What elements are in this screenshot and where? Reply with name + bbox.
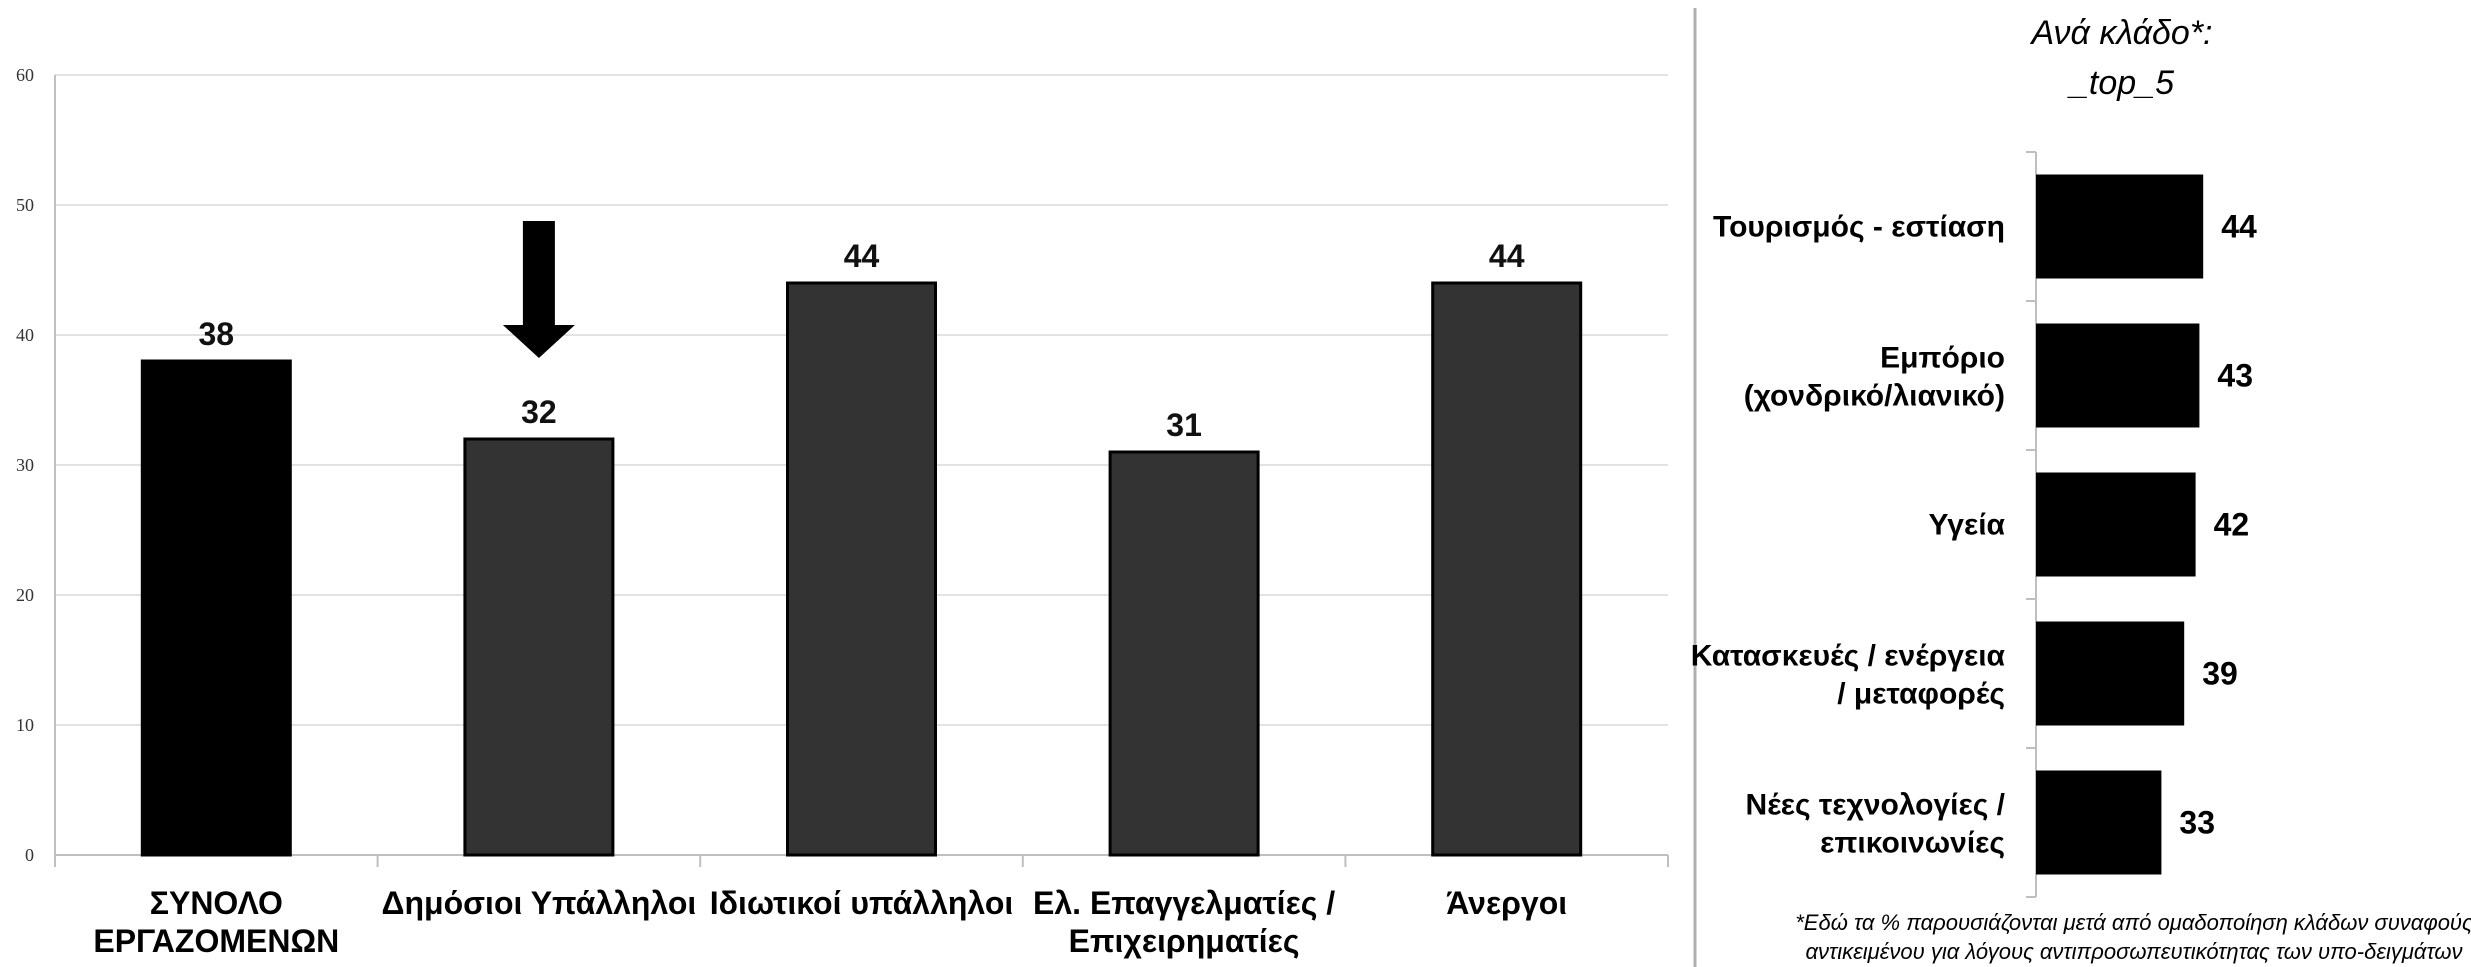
category-label-line: / μεταφορές <box>1837 678 2005 711</box>
category-label-line: ΣΥΝΟΛΟ <box>150 885 283 921</box>
category-label: Υγεία <box>1929 509 2006 542</box>
bar <box>786 281 937 857</box>
chart-title: Ανά κλάδο*: _top_5 <box>2029 14 2212 102</box>
category-label: Νέες τεχνολογίες / επικοινωνίες <box>1746 789 2006 860</box>
y-tick-label: 30 <box>16 455 34 475</box>
data-label: 44 <box>844 238 880 274</box>
category-label-line: Κατασκευές / ενέργεια <box>1691 640 2006 673</box>
y-tick-label: 50 <box>16 195 34 215</box>
right-bar-chart: Ανά κλάδο*: _top_5 44 Τουρισμός - εστίαση 43… <box>1691 14 2471 964</box>
category-label-line: Εμπόριο <box>1880 342 2005 375</box>
y-tick-label: 20 <box>16 585 34 605</box>
bar <box>2036 621 2185 726</box>
category-label: Δημόσιοι Υπάλληλοι <box>381 885 696 921</box>
bar <box>140 359 292 857</box>
data-label: 39 <box>2202 656 2238 692</box>
category-label: ΣΥΝΟΛΟ ΕΡΓΑΖΟΜΕΝΩΝ <box>93 885 339 959</box>
data-label: 33 <box>2179 805 2215 841</box>
category-label-line: Τουρισμός - εστίαση <box>1713 211 2005 244</box>
footnote: *Εδώ τα % παρουσιάζονται μετά από ομαδοπ… <box>1795 910 2471 964</box>
bar <box>2036 174 2204 279</box>
category-label-line: Δημόσιοι Υπάλληλοι <box>381 885 696 921</box>
bar <box>463 437 615 857</box>
category-label-line: Υγεία <box>1929 509 2006 542</box>
footnote-line: αντικειμένου για λόγους αντιπροσωπευτικό… <box>1805 939 2462 964</box>
category-label: Εμπόριο (χονδρικό/λιανικό) <box>1744 342 2005 413</box>
category-label: Κατασκευές / ενέργεια / μεταφορές <box>1691 640 2006 711</box>
category-label-line: επικοινωνίες <box>1820 827 2005 860</box>
category-label-line: Νέες τεχνολογίες / <box>1746 789 2006 822</box>
chart-title-line: _top_5 <box>2067 64 2174 102</box>
left-bar-chart: 0 10 20 30 40 50 60 38 ΣΥΝΟΛΟ ΕΡΓΑΖΟΜΕΝΩΝ 32 Δημόσι… <box>16 65 1669 959</box>
data-label: 44 <box>2221 209 2257 245</box>
bar <box>2036 472 2196 577</box>
data-label: 38 <box>199 316 235 352</box>
category-label-line: (χονδρικό/λιανικό) <box>1744 380 2005 413</box>
category-label-line: Άνεργοι <box>1446 885 1567 921</box>
data-label: 43 <box>2217 358 2253 394</box>
data-label: 31 <box>1166 407 1202 443</box>
category-label: Ελ. Επαγγελματίες / Επιχειρηματίες <box>1033 885 1335 959</box>
category-label: Τουρισμός - εστίαση <box>1713 211 2005 244</box>
bar <box>1431 281 1583 857</box>
category-label-line: ΕΡΓΑΖΟΜΕΝΩΝ <box>93 923 339 959</box>
bar <box>1108 450 1260 857</box>
y-tick-label: 10 <box>16 715 34 735</box>
y-tick-label: 40 <box>16 325 34 345</box>
highlight-arrow-icon <box>502 221 575 358</box>
category-label: Άνεργοι <box>1446 885 1567 921</box>
y-tick-label: 0 <box>25 845 34 865</box>
bar <box>2036 323 2200 428</box>
y-tick-label: 60 <box>16 65 34 85</box>
category-label: Ιδιωτικοί υπάλληλοι <box>710 885 1014 921</box>
category-label-line: Ελ. Επαγγελματίες / <box>1033 885 1335 921</box>
category-label-line: Επιχειρηματίες <box>1069 923 1300 959</box>
footnote-line: *Εδώ τα % παρουσιάζονται μετά από ομαδοπ… <box>1795 910 2471 935</box>
category-label-line: Ιδιωτικοί υπάλληλοι <box>710 885 1014 921</box>
chart-title-line: Ανά κλάδο*: <box>2029 14 2212 52</box>
bar <box>2036 770 2162 875</box>
data-label: 42 <box>2214 507 2250 543</box>
data-label: 44 <box>1489 238 1525 274</box>
data-label: 32 <box>521 394 557 430</box>
